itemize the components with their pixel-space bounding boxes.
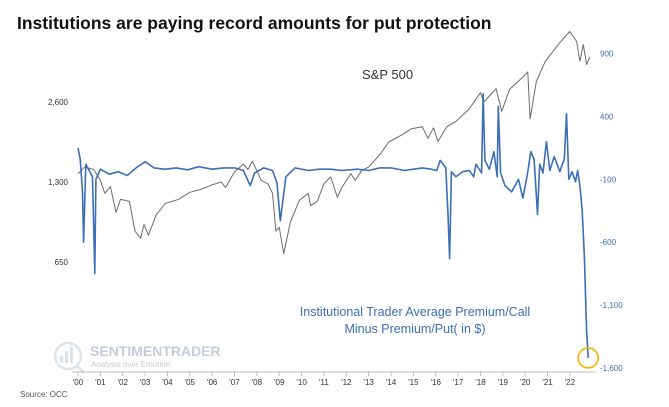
left-tick-label: 650 xyxy=(55,258,69,267)
sentimentrader-watermark: SENTIMENTRADER Analysis over Emotion xyxy=(53,341,221,375)
x-tick-label: '01 xyxy=(95,378,106,387)
x-tick-label: '21 xyxy=(542,378,553,387)
x-tick-label: '03 xyxy=(140,378,151,387)
x-tick-label: '19 xyxy=(498,378,509,387)
chart-title: Institutions are paying record amounts f… xyxy=(17,13,492,33)
x-tick-label: '08 xyxy=(252,378,263,387)
x-tick-label: '17 xyxy=(453,378,464,387)
x-tick-label: '16 xyxy=(431,378,442,387)
x-tick-label: '13 xyxy=(363,378,374,387)
watermark-sub-text: Analysis over Emotion xyxy=(91,360,170,369)
x-tick-label: '06 xyxy=(207,378,218,387)
record-low-highlight-circle xyxy=(577,347,600,369)
x-tick-label: '04 xyxy=(162,378,173,387)
left-tick-label: 1,300 xyxy=(48,178,69,187)
sp500-series-line xyxy=(77,31,591,255)
x-tick-label: '09 xyxy=(274,378,285,387)
right-tick-label: 900 xyxy=(600,49,614,58)
x-tick-label: '12 xyxy=(341,378,352,387)
sp500-series-label: S&P 500 xyxy=(362,67,413,82)
x-tick-label: '14 xyxy=(386,378,397,387)
right-tick-label: -100 xyxy=(600,175,617,184)
x-tick-label: '10 xyxy=(296,378,307,387)
x-tick-label: '18 xyxy=(475,378,486,387)
right-tick-label: -600 xyxy=(600,238,617,247)
right-tick-label: -1,600 xyxy=(600,364,623,373)
x-tick-label: '22 xyxy=(565,378,576,387)
x-tick-label: '20 xyxy=(520,378,531,387)
premium-series-line xyxy=(77,92,589,358)
x-tick-label: '02 xyxy=(117,378,128,387)
x-tick-label: '05 xyxy=(185,378,196,387)
right-tick-label: -1,100 xyxy=(600,301,623,310)
premium-series-label-line2: Minus Premium/Put( in $) xyxy=(344,322,485,336)
left-tick-label: 2,600 xyxy=(48,98,69,107)
x-tick-label: '07 xyxy=(229,378,240,387)
x-tick-label: '15 xyxy=(408,378,419,387)
x-tick-label: '00 xyxy=(73,378,84,387)
right-tick-label: 400 xyxy=(600,112,614,121)
x-tick-label: '11 xyxy=(319,378,329,387)
source-note: Source: OCC xyxy=(20,390,68,399)
premium-series-label-line1: Institutional Trader Average Premium/Cal… xyxy=(300,305,530,319)
watermark-logo-icon xyxy=(53,341,86,375)
watermark-main-text: SENTIMENTRADER xyxy=(90,343,221,359)
